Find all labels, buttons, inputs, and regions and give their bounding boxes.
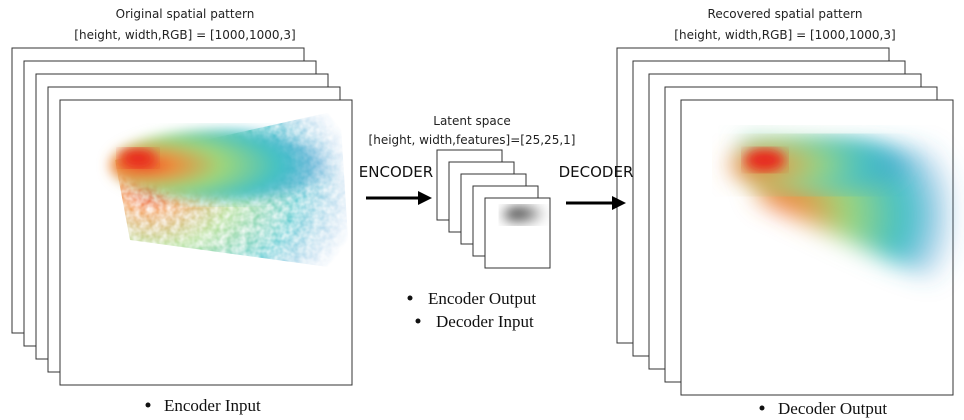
panel-title: Original spatial pattern <box>116 7 255 21</box>
heatmap-peak <box>745 149 785 171</box>
arrow-label: DECODER <box>559 163 634 181</box>
arrowhead <box>418 191 432 205</box>
heatmap-core <box>110 130 330 200</box>
arrowhead <box>612 196 626 210</box>
latent-map <box>503 206 547 224</box>
panel-dims: [height, width,features]=[25,25,1] <box>369 133 576 147</box>
panel-title: Recovered spatial pattern <box>708 7 863 21</box>
bullet <box>145 402 151 408</box>
bullet-label: Decoder Output <box>778 399 887 418</box>
panel-title: Latent space <box>433 114 510 128</box>
input-heatmap <box>110 110 350 270</box>
bullet <box>759 405 765 411</box>
panel-dims: [height, width,RGB] = [1000,1000,3] <box>74 28 295 42</box>
bullet-label: Decoder Input <box>436 312 534 331</box>
latent-blob <box>503 206 547 224</box>
output-heatmap <box>730 139 952 290</box>
bullet-label: Encoder Output <box>428 289 536 308</box>
bullet <box>407 295 413 301</box>
arrow-label: ENCODER <box>359 163 433 181</box>
bullet <box>415 318 421 324</box>
heatmap-peak <box>120 149 156 167</box>
panel-dims: [height, width,RGB] = [1000,1000,3] <box>674 28 895 42</box>
bullet-label: Encoder Input <box>164 396 261 415</box>
